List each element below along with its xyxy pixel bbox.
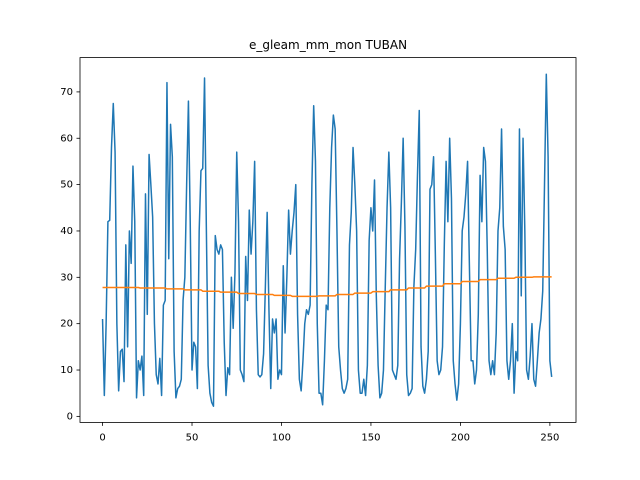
- y-tick-label: 50: [60, 180, 73, 191]
- chart-title: e_gleam_mm_mon TUBAN: [249, 38, 407, 52]
- x-tick-label: 50: [186, 432, 199, 443]
- y-tick-label: 20: [60, 319, 73, 330]
- y-tick-label: 30: [60, 272, 73, 283]
- x-tick-label: 250: [540, 432, 559, 443]
- x-tick-label: 0: [99, 432, 105, 443]
- y-tick-label: 10: [60, 365, 73, 376]
- x-tick-label: 150: [361, 432, 380, 443]
- x-tick-label: 200: [451, 432, 470, 443]
- plot-frame: [79, 57, 577, 423]
- data-line: [102, 276, 552, 298]
- data-line: [101, 73, 553, 407]
- y-tick-label: 40: [60, 226, 73, 237]
- x-tick-label: 100: [272, 432, 291, 443]
- y-tick-label: 0: [67, 411, 73, 422]
- y-tick-label: 70: [60, 87, 73, 98]
- y-tick-label: 60: [60, 133, 73, 144]
